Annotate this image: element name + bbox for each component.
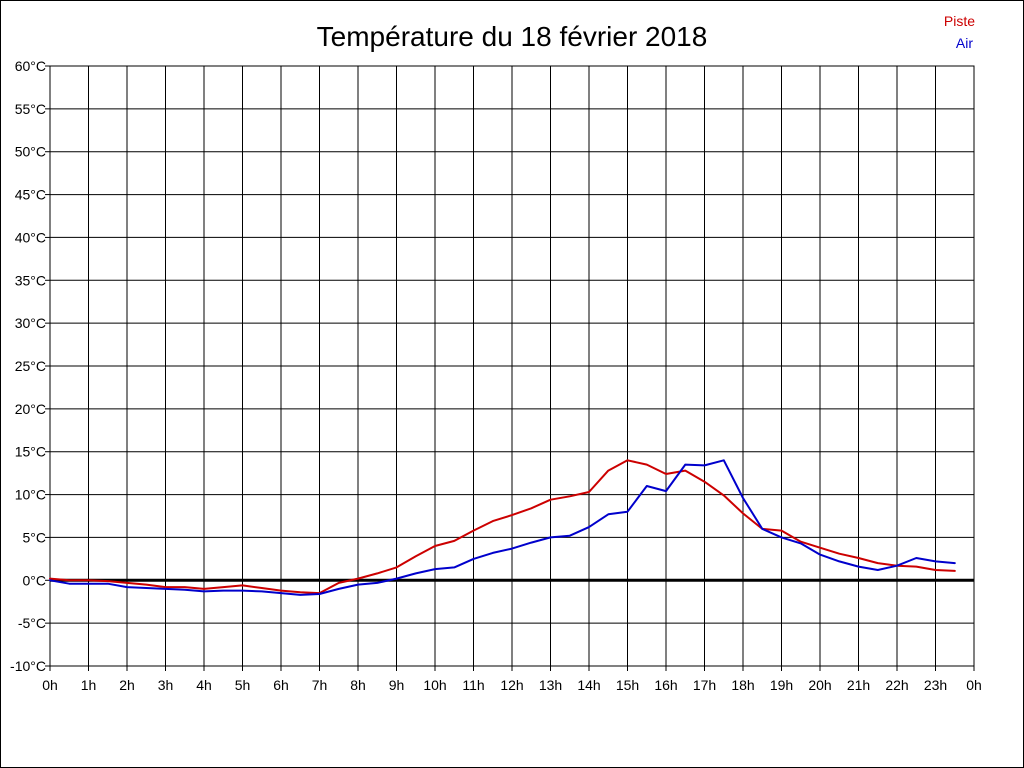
x-tick-label: 19h xyxy=(770,677,793,693)
x-tick-label: 6h xyxy=(273,677,289,693)
y-tick-label: 0°C xyxy=(23,572,47,588)
x-tick-label: 0h xyxy=(42,677,58,693)
y-tick-label: 55°C xyxy=(15,101,46,117)
x-axis-ticks: 0h 1h 2h 3h 4h 5h 6h 7h 8h 9h 10h 11h 12h 13h 14h 15h 16… xyxy=(42,666,982,693)
x-tick-label: 1h xyxy=(81,677,97,693)
x-tick-label: 14h xyxy=(577,677,600,693)
x-tick-label: 23h xyxy=(924,677,947,693)
x-tick-label: 2h xyxy=(119,677,135,693)
y-tick-label: 20°C xyxy=(15,401,46,417)
x-tick-label: 22h xyxy=(885,677,908,693)
legend: Piste Air xyxy=(944,13,975,51)
x-tick-label: 10h xyxy=(423,677,446,693)
y-tick-label: -10°C xyxy=(10,658,46,674)
x-tick-label: 3h xyxy=(158,677,174,693)
series-line-air xyxy=(49,459,956,596)
legend-item-piste: Piste xyxy=(944,13,975,29)
x-tick-label: 11h xyxy=(462,677,484,693)
y-tick-label: 40°C xyxy=(15,229,46,245)
x-tick-label: 20h xyxy=(808,677,831,693)
y-tick-label: 15°C xyxy=(15,444,46,460)
grid xyxy=(49,65,975,667)
y-tick-label: 30°C xyxy=(15,315,46,331)
y-tick-label: -5°C xyxy=(18,615,46,631)
y-tick-label: 50°C xyxy=(15,144,46,160)
x-tick-label: 15h xyxy=(616,677,639,693)
y-tick-label: 5°C xyxy=(23,529,47,545)
x-tick-label: 8h xyxy=(350,677,366,693)
x-tick-label: 0h xyxy=(966,677,982,693)
y-tick-label: 35°C xyxy=(15,272,46,288)
x-tick-label: 18h xyxy=(731,677,754,693)
y-tick-label: 45°C xyxy=(15,187,46,203)
y-tick-label: 60°C xyxy=(15,58,46,74)
x-tick-label: 5h xyxy=(235,677,251,693)
x-tick-label: 4h xyxy=(196,677,212,693)
series-line-piste xyxy=(49,459,956,595)
x-tick-label: 13h xyxy=(539,677,562,693)
x-tick-label: 16h xyxy=(654,677,677,693)
chart-title: Température du 18 février 2018 xyxy=(317,21,708,52)
x-tick-label: 17h xyxy=(693,677,716,693)
x-tick-label: 21h xyxy=(847,677,870,693)
x-tick-label: 7h xyxy=(312,677,328,693)
legend-item-air: Air xyxy=(956,35,973,51)
y-tick-label: 10°C xyxy=(15,487,46,503)
y-axis-ticks: 60°C 55°C 50°C 45°C 40°C 35°C 30°C 25°C 20°C 15°C… xyxy=(10,58,50,674)
x-tick-label: 12h xyxy=(500,677,523,693)
y-tick-label: 25°C xyxy=(15,358,46,374)
series-lines xyxy=(49,459,956,596)
x-tick-label: 9h xyxy=(389,677,405,693)
